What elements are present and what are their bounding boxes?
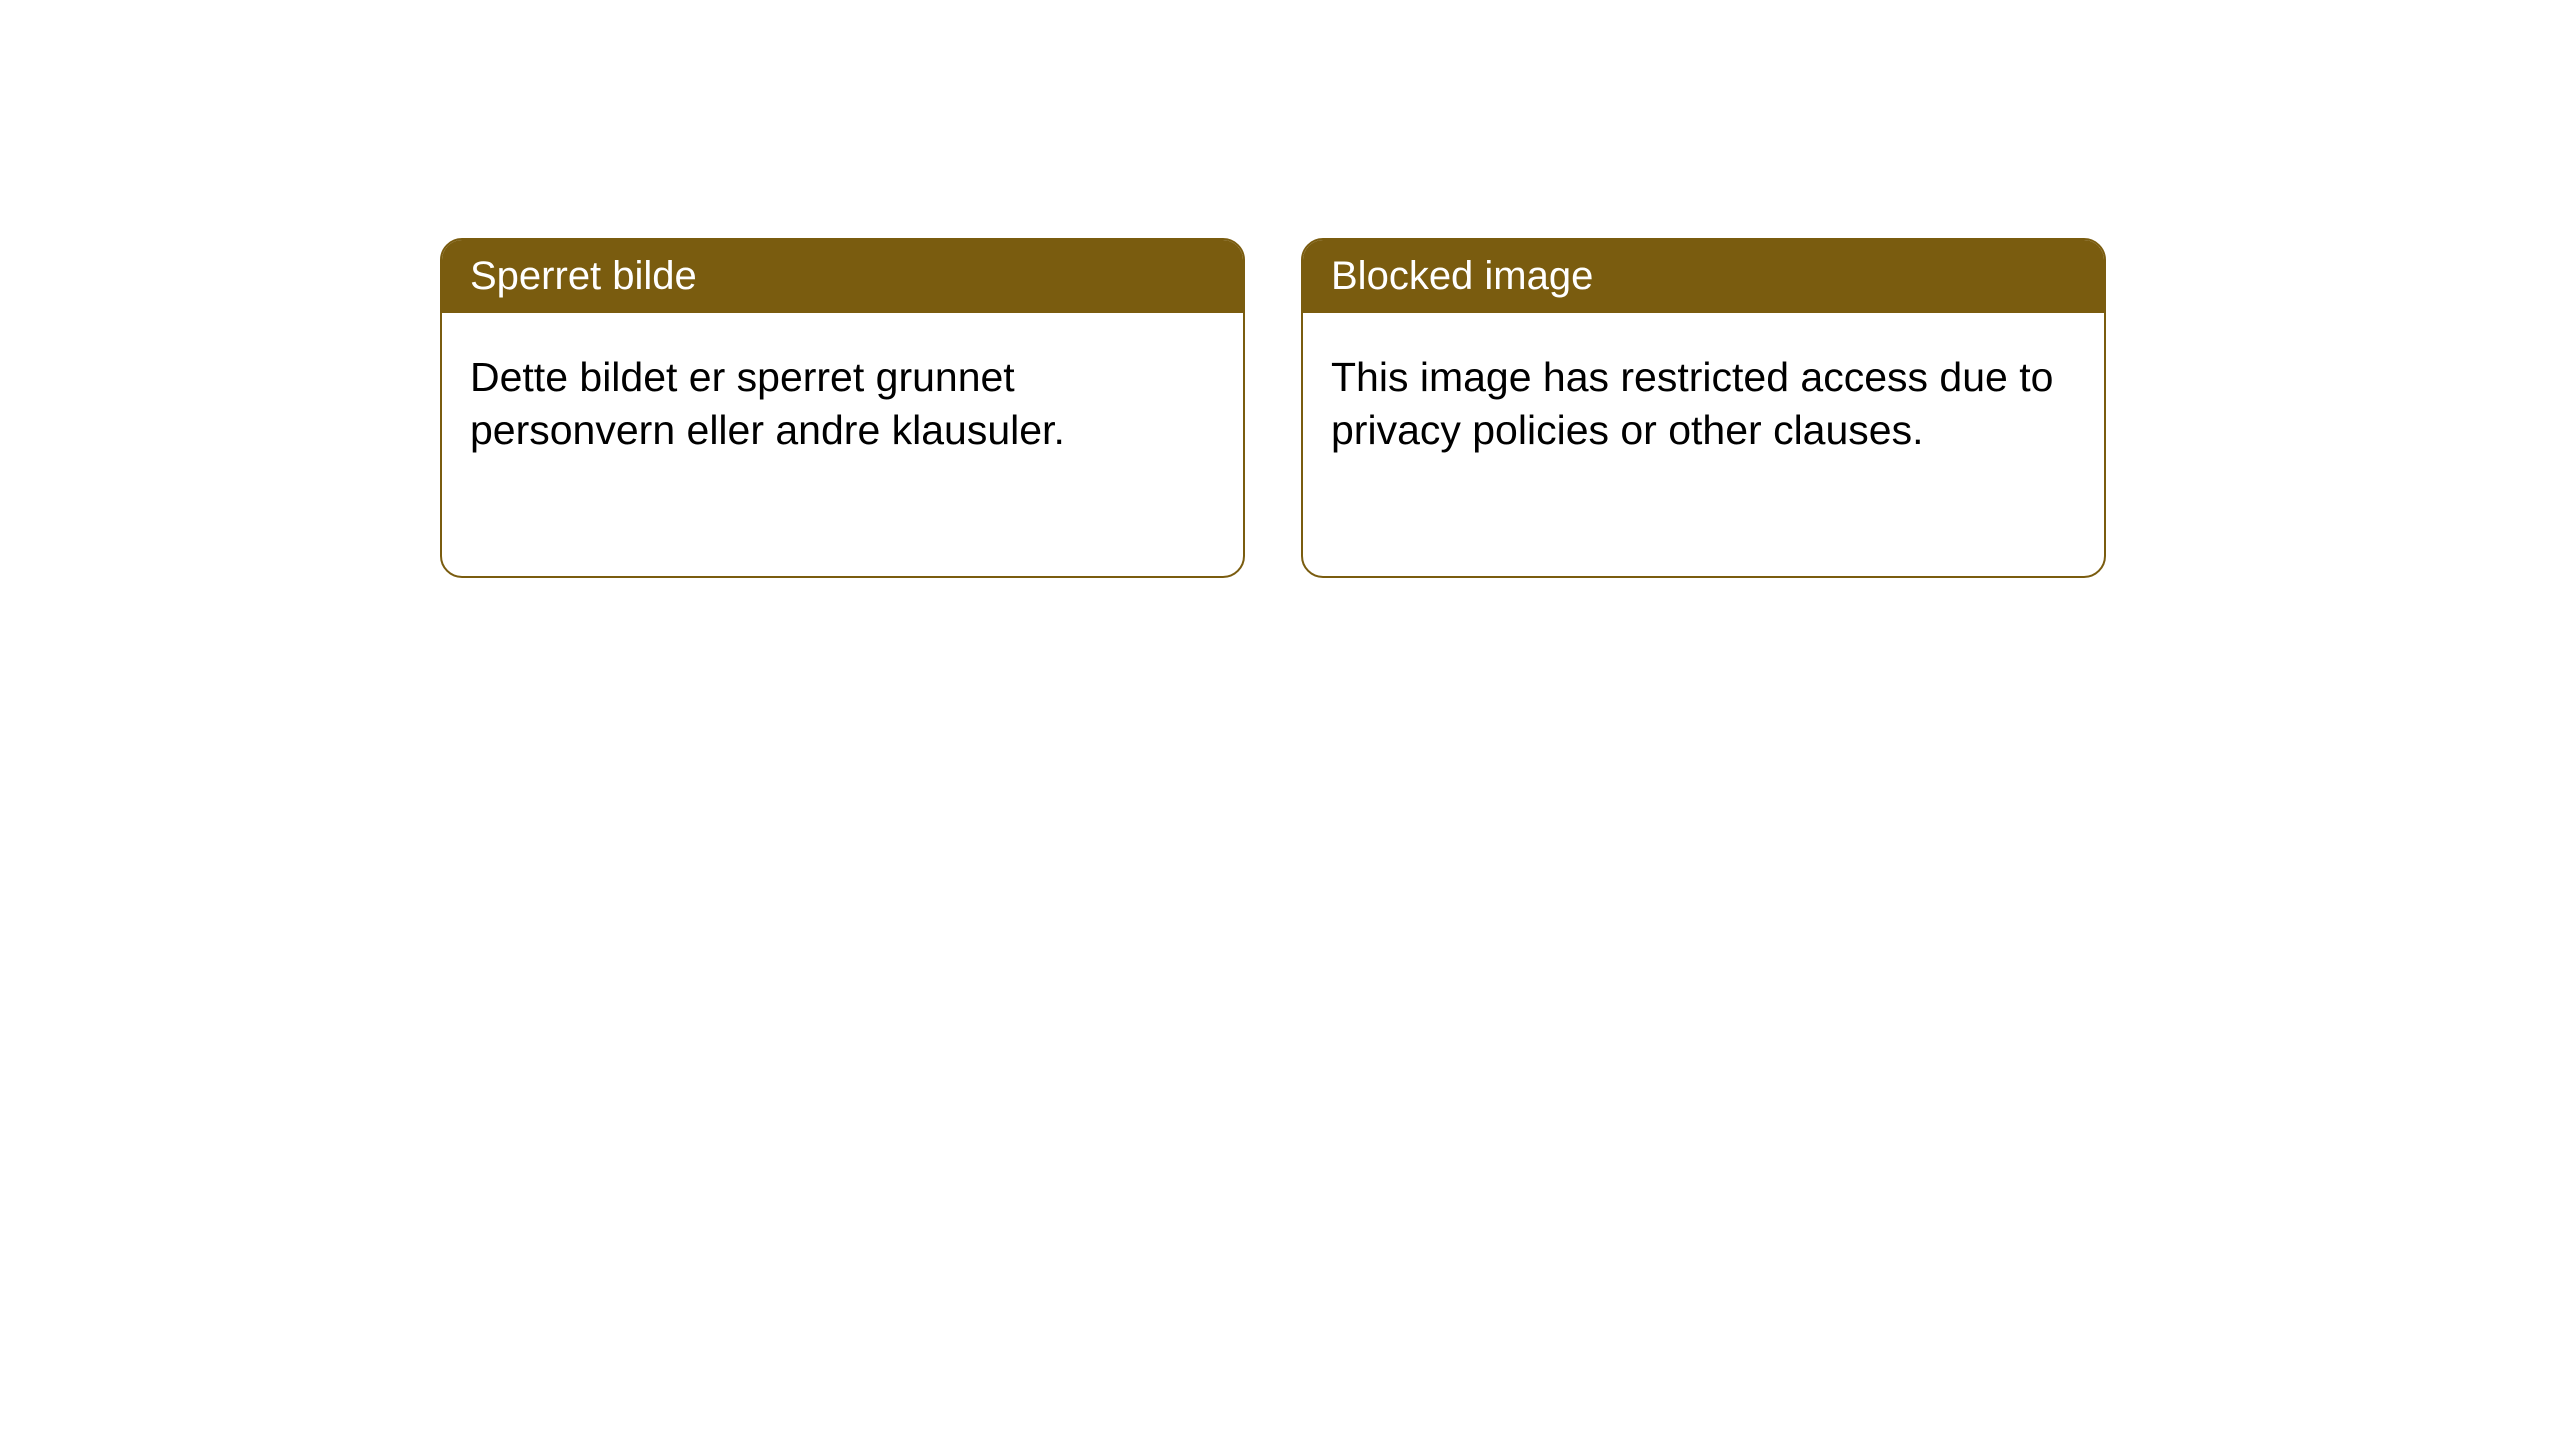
notice-title: Blocked image xyxy=(1303,240,2104,313)
notice-card-english: Blocked image This image has restricted … xyxy=(1301,238,2106,578)
notice-container: Sperret bilde Dette bildet er sperret gr… xyxy=(440,238,2106,578)
notice-title: Sperret bilde xyxy=(442,240,1243,313)
notice-body: Dette bildet er sperret grunnet personve… xyxy=(442,313,1243,496)
notice-body: This image has restricted access due to … xyxy=(1303,313,2104,496)
notice-card-norwegian: Sperret bilde Dette bildet er sperret gr… xyxy=(440,238,1245,578)
